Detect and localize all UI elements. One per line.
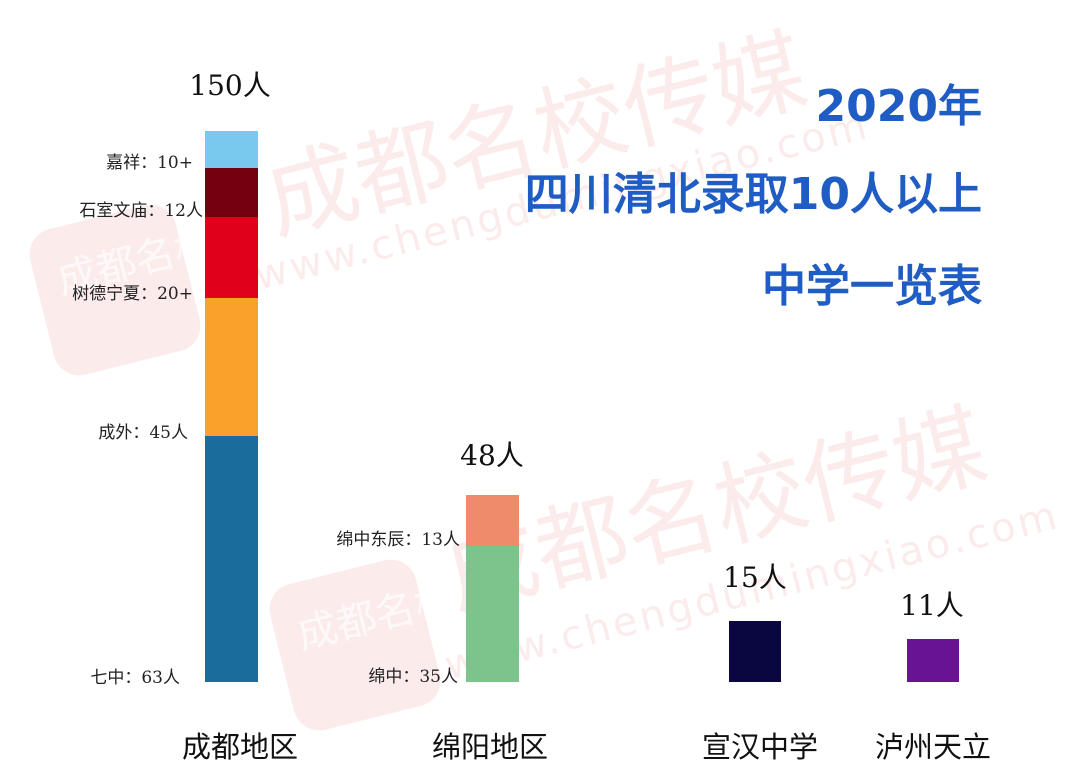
- label-shude-ningxia: 树德宁夏：20+: [72, 284, 193, 304]
- label-chengwai: 成外：45人: [98, 423, 188, 443]
- segment-shishi-wenmiao: [205, 168, 258, 217]
- xuanhan-total-label: 15人: [723, 561, 787, 594]
- segment-shude-ningxia: [205, 217, 258, 298]
- luzhou-bar: [907, 639, 959, 682]
- category-chengdu: 成都地区: [181, 730, 298, 764]
- watermark-logo: 成都名校: [264, 554, 459, 736]
- mianyang-total-label: 48人: [460, 439, 524, 472]
- mianyang-bar: [466, 495, 519, 682]
- title-sub: 中学一览表: [762, 261, 982, 312]
- segment-mianzhong: [466, 546, 519, 682]
- label-qizhong: 七中：63人: [90, 668, 180, 688]
- label-mianzhong: 绵中：35人: [368, 667, 458, 687]
- segment-chengwai: [205, 298, 258, 436]
- segment-mianzhong-dongchen: [466, 495, 519, 546]
- title-year: 2020年: [815, 81, 982, 132]
- chengdu-total-label: 150人: [189, 69, 271, 102]
- label-mianzhong-dongchen: 绵中东辰：13人: [336, 530, 460, 550]
- label-jiaxiang: 嘉祥：10+: [106, 153, 193, 173]
- segment-qizhong: [205, 436, 258, 682]
- segment-jiaxiang: [205, 131, 258, 168]
- category-luzhou: 泸州天立: [874, 730, 991, 764]
- category-xuanhan: 宣汉中学: [701, 730, 818, 764]
- chengdu-bar: [205, 131, 258, 682]
- title-main: 四川清北录取10人以上: [524, 169, 982, 220]
- luzhou-total-label: 11人: [900, 589, 964, 622]
- category-mianyang: 绵阳地区: [431, 730, 548, 764]
- label-shishi-wenmiao: 石室文庙：12人: [79, 201, 203, 221]
- xuanhan-bar: [729, 621, 781, 682]
